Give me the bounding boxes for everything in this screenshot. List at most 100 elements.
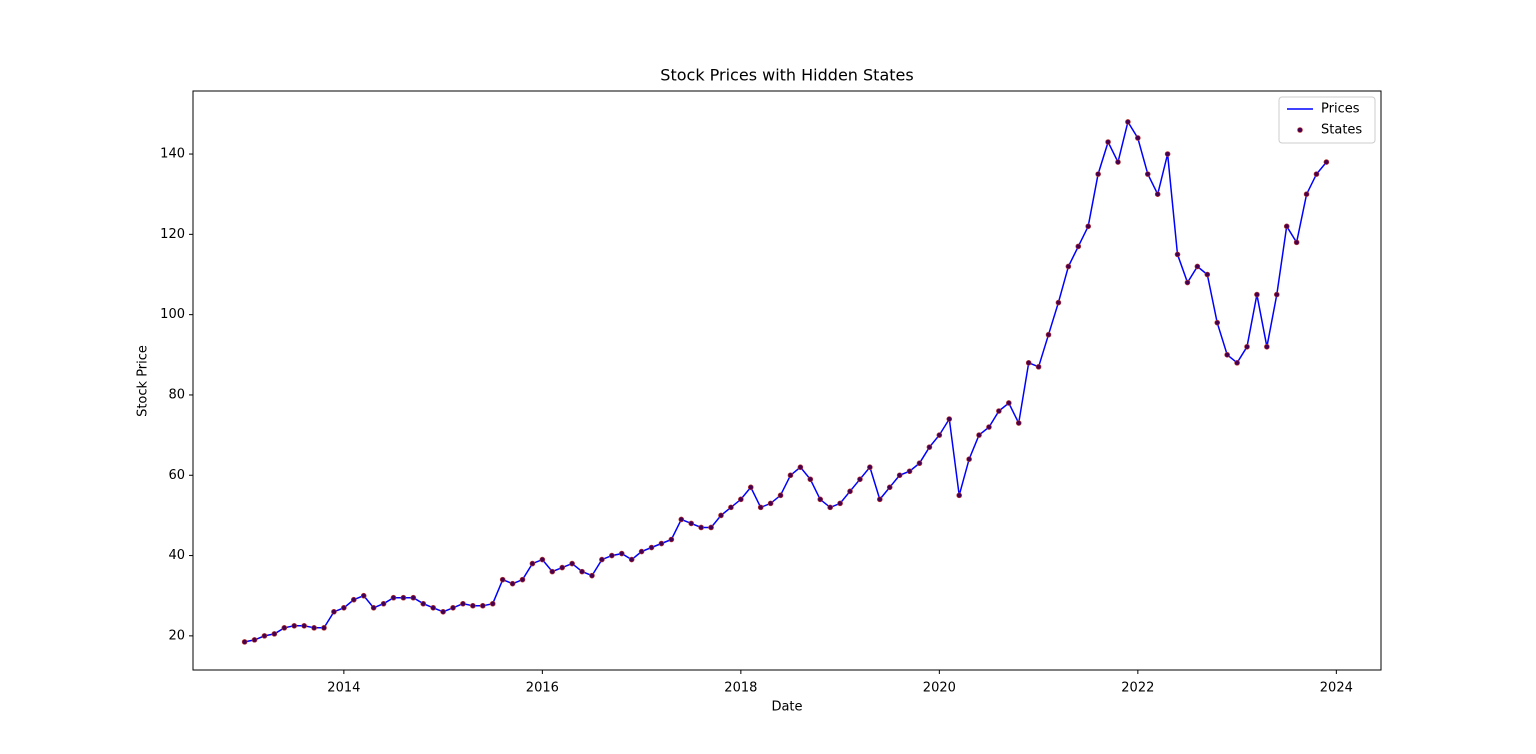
state-point [499,576,506,583]
x-tick-label: 2022 [1121,681,1154,696]
state-point [936,432,943,438]
state-point [1055,299,1062,306]
state-point [400,594,407,601]
state-point [1045,331,1052,338]
state-point [708,524,714,531]
state-point [658,540,665,547]
state-point [718,512,724,519]
state-point [291,623,298,629]
state-point [728,504,734,511]
price-line [244,119,1327,643]
x-tick-label: 2014 [327,681,360,696]
state-point [847,488,853,495]
state-point [1254,291,1260,298]
state-point [370,604,377,611]
state-point [1283,223,1290,230]
y-tick-label: 20 [168,628,185,643]
state-point [1273,291,1280,298]
state-point [470,602,476,609]
state-point [906,468,913,475]
state-point [1065,263,1072,270]
state-point [331,608,337,615]
state-point [261,633,268,639]
state-point [350,596,357,603]
state-point [539,556,546,563]
state-point [698,524,704,531]
state-point [817,496,824,503]
state-point [1144,171,1151,177]
plot-frame [192,90,1382,671]
state-point [579,568,585,575]
legend-label: Prices [1321,102,1360,117]
x-tick-label: 2018 [724,681,757,696]
y-tick-label: 80 [168,387,185,402]
state-point [420,600,427,607]
state-point [1264,343,1270,350]
state-point [589,572,595,579]
state-point [410,594,417,601]
state-point [489,600,496,607]
state-point [1313,171,1320,177]
y-tick-label: 120 [160,227,185,242]
state-point [321,625,327,631]
state-point [1095,171,1101,177]
state-point [946,416,953,422]
y-tick-label: 40 [168,548,185,563]
state-point [341,604,347,611]
state-point [886,484,893,491]
state-point [1015,420,1022,426]
state-point [559,564,566,571]
y-tick-label: 100 [160,307,185,322]
state-point [797,464,804,471]
state-point [648,544,655,551]
state-point [1244,343,1250,350]
state-point [301,623,307,629]
x-axis-label: Date [771,700,802,715]
state-point [251,637,258,643]
state-point [678,516,685,523]
state-point [609,552,615,559]
state-point [519,576,526,583]
state-point [1085,223,1092,230]
state-point [668,536,675,543]
state-point [618,550,625,557]
state-point [1125,119,1131,125]
state-point [450,604,456,611]
state-point [380,600,387,607]
state-point [1135,135,1141,141]
state-point [867,464,873,471]
state-point [1194,263,1201,270]
state-point [787,472,794,479]
y-axis-label: Stock Price [136,345,151,417]
legend-marker [1297,127,1303,133]
state-point [1105,139,1111,145]
x-tick-label: 2024 [1320,681,1353,696]
state-point [599,556,605,563]
state-point [390,594,397,601]
state-point [1323,159,1330,165]
state-point [1293,239,1300,246]
state-point [1174,251,1181,258]
state-point [896,472,903,479]
state-point [777,492,784,499]
state-point [986,424,992,430]
state-point [976,432,982,438]
state-point [1204,271,1211,278]
state-point [916,460,923,467]
state-point [1006,400,1012,406]
state-point [549,568,556,575]
state-point [360,592,367,599]
state-point [926,444,933,450]
state-point [509,580,516,587]
state-point [460,600,466,607]
x-tick-label: 2020 [923,681,956,696]
state-point [1184,279,1191,286]
y-tick-label: 140 [160,147,185,162]
state-point [807,476,814,483]
state-point [1115,159,1121,165]
state-point [440,608,446,615]
state-point [738,496,744,503]
state-point [966,456,972,462]
state-point [1303,191,1310,197]
state-point [271,631,278,637]
